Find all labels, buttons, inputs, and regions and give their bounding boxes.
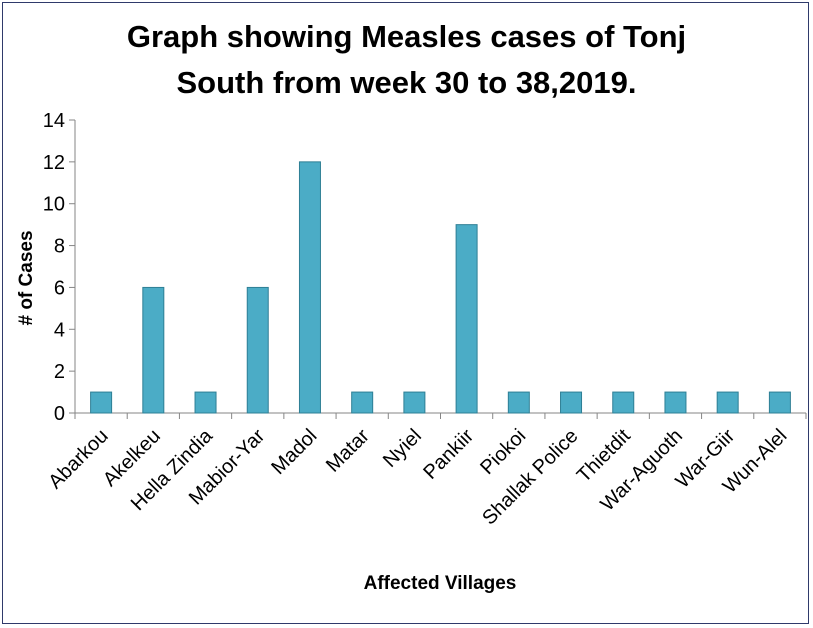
chart-title-line-1: Graph showing Measles cases of Tonj <box>126 19 687 54</box>
x-axis <box>74 412 807 419</box>
y-tick-label: 0 <box>54 403 65 425</box>
y-tick-label: 4 <box>54 319 65 341</box>
bar-war-aguoth <box>664 391 687 414</box>
y-tick-label: 8 <box>54 236 65 258</box>
y-axis: 0 2 4 6 8 10 12 14 <box>43 110 76 425</box>
x-tick-label: Madol <box>267 425 321 479</box>
x-axis-title: Affected Villages <box>364 573 517 594</box>
y-tick-label: 6 <box>54 277 65 299</box>
bars <box>90 161 791 414</box>
x-tick-label: Abarkou <box>44 425 112 493</box>
x-tick-label: Pankiir <box>419 425 478 484</box>
bar-matar <box>351 391 374 414</box>
x-tick-label: Matar <box>322 425 374 477</box>
y-tick-label: 12 <box>43 152 65 174</box>
x-tick-label: Nyiel <box>379 425 426 472</box>
bar-pankiir <box>455 224 478 414</box>
bar-madol <box>298 161 321 414</box>
chart-title-line-2: South from week 30 to 38,2019. <box>176 65 637 100</box>
chart-title: Graph showing Measles cases of Tonj Sout… <box>0 14 813 106</box>
bar-thietdit <box>612 391 635 414</box>
bar-nyiel <box>403 391 426 414</box>
bar-hella-zindia <box>194 391 217 414</box>
bar-abarkou <box>90 391 113 414</box>
y-tick-label: 10 <box>43 194 65 216</box>
bar-wun-alel <box>768 391 791 414</box>
bar-piokoi <box>507 391 530 414</box>
bar-mabior-yar <box>246 286 269 414</box>
x-tick-label: Shallak Police <box>478 425 582 529</box>
y-tick-label: 2 <box>54 361 65 383</box>
y-tick-label: 14 <box>43 110 65 132</box>
bar-war-giir <box>716 391 739 414</box>
bar-shallak-police <box>560 391 583 414</box>
bar-akelkeu <box>142 286 165 414</box>
y-axis-title: # of Cases <box>16 230 37 325</box>
